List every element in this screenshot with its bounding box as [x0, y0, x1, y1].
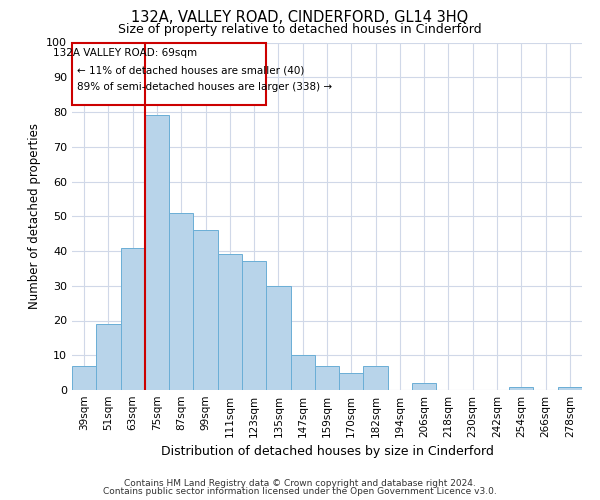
Bar	[193, 230, 218, 390]
Bar	[169, 213, 193, 390]
Bar	[266, 286, 290, 390]
Bar	[509, 386, 533, 390]
Bar	[339, 372, 364, 390]
Bar	[315, 366, 339, 390]
Bar	[412, 383, 436, 390]
Text: Size of property relative to detached houses in Cinderford: Size of property relative to detached ho…	[118, 22, 482, 36]
Bar	[72, 366, 96, 390]
Bar	[290, 355, 315, 390]
Text: Contains HM Land Registry data © Crown copyright and database right 2024.: Contains HM Land Registry data © Crown c…	[124, 478, 476, 488]
Bar	[558, 386, 582, 390]
Bar	[96, 324, 121, 390]
Bar	[218, 254, 242, 390]
Text: 89% of semi-detached houses are larger (338) →: 89% of semi-detached houses are larger (…	[77, 82, 332, 92]
Y-axis label: Number of detached properties: Number of detached properties	[28, 123, 41, 309]
Text: ← 11% of detached houses are smaller (40): ← 11% of detached houses are smaller (40…	[77, 65, 304, 75]
Text: 132A, VALLEY ROAD, CINDERFORD, GL14 3HQ: 132A, VALLEY ROAD, CINDERFORD, GL14 3HQ	[131, 10, 469, 25]
Bar	[121, 248, 145, 390]
X-axis label: Distribution of detached houses by size in Cinderford: Distribution of detached houses by size …	[161, 446, 493, 458]
FancyBboxPatch shape	[72, 42, 266, 105]
Bar	[145, 116, 169, 390]
Bar	[364, 366, 388, 390]
Text: Contains public sector information licensed under the Open Government Licence v3: Contains public sector information licen…	[103, 487, 497, 496]
Text: 132A VALLEY ROAD: 69sqm: 132A VALLEY ROAD: 69sqm	[53, 48, 197, 58]
Bar	[242, 262, 266, 390]
